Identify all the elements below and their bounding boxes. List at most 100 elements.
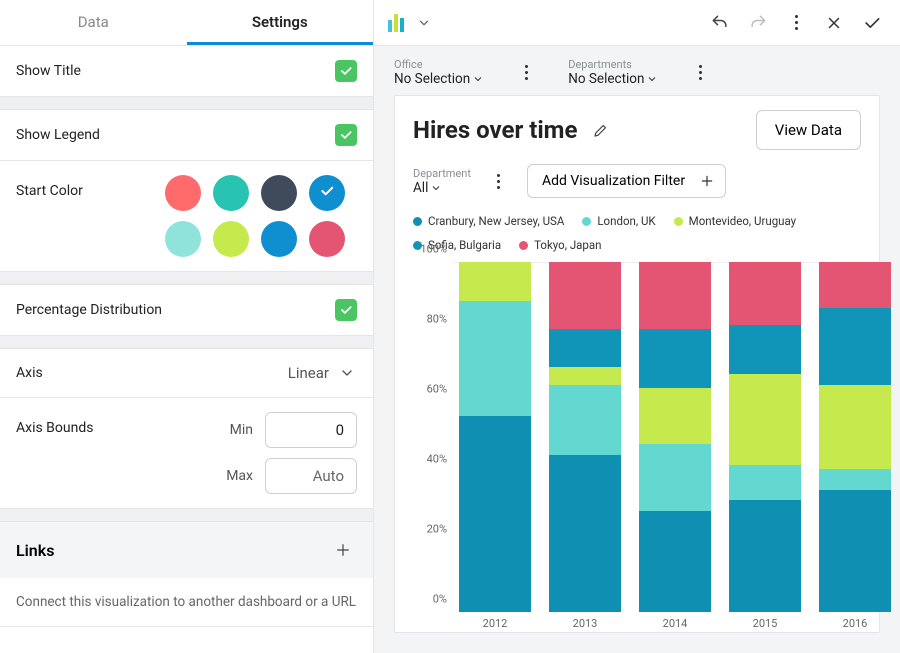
preview-panel: Office No Selection Departments No Selec… [374,0,900,653]
filter-department-more[interactable] [485,167,513,195]
toggle-show-legend[interactable] [335,124,357,146]
tab-settings[interactable]: Settings [187,0,374,45]
x-tick-label: 2013 [573,617,598,630]
links-description: Connect this visualization to another da… [0,578,373,626]
bar-column[interactable] [729,262,801,612]
input-max[interactable] [265,458,357,494]
bar-segment [819,385,891,469]
confirm-button[interactable] [858,9,886,37]
color-swatch[interactable] [213,221,249,257]
add-link-button[interactable] [329,536,357,564]
toggle-show-title[interactable] [335,60,357,82]
color-swatch[interactable] [213,175,249,211]
bar-segment [459,301,531,417]
legend-dot [519,241,528,250]
row-axis[interactable]: Axis Linear [0,349,373,397]
bar-segment [639,388,711,444]
legend-dot [413,217,422,226]
filter-departments-more[interactable] [686,59,714,87]
color-swatches [165,175,357,257]
redo-button[interactable] [744,9,772,37]
row-start-color: Start Color [0,161,373,271]
color-swatch[interactable] [165,221,201,257]
label-min: Min [230,422,253,438]
label-show-legend: Show Legend [16,127,100,143]
color-swatch[interactable] [309,175,345,211]
bar-segment [549,455,621,613]
x-tick-label: 2016 [843,617,868,630]
bar-segment [729,325,801,374]
bar-segment [819,308,891,385]
x-tick-label: 2012 [483,617,508,630]
bar-column[interactable] [639,262,711,612]
bar-segment [549,329,621,368]
bar-segment [459,262,531,301]
legend-dot [674,217,683,226]
filter-departments[interactable]: Departments No Selection [568,58,658,87]
color-swatch[interactable] [165,175,201,211]
label-axis-bounds: Axis Bounds [16,412,93,436]
tab-data[interactable]: Data [0,0,187,45]
bar-segment [819,469,891,490]
y-tick-label: 60% [427,383,447,396]
bar-segment [819,262,891,308]
toggle-percentage-distribution[interactable] [335,299,357,321]
color-swatch[interactable] [261,221,297,257]
bar-segment [459,416,531,612]
close-button[interactable] [820,9,848,37]
tabs: Data Settings [0,0,373,46]
preview-topbar [374,0,900,46]
legend-item[interactable]: Tokyo, Japan [519,238,601,252]
input-min[interactable] [265,412,357,448]
label-max: Max [226,468,253,484]
label-start-color: Start Color [16,175,83,199]
chart-card: Hires over time View Data Department All… [394,95,880,633]
y-tick-label: 20% [427,523,447,536]
y-tick-label: 100% [420,243,447,256]
filter-office[interactable]: Office No Selection [394,58,484,87]
bar-segment [639,444,711,511]
y-tick-label: 40% [427,453,447,466]
bar-column[interactable] [819,262,891,612]
links-header: Links [0,522,373,578]
filter-office-more[interactable] [512,59,540,87]
label-axis: Axis [16,365,43,381]
bar-column[interactable] [459,262,531,612]
add-visualization-filter-button[interactable]: Add Visualization Filter [527,164,726,198]
filter-department[interactable]: Department All [413,167,471,196]
undo-button[interactable] [706,9,734,37]
chart-type-icon[interactable] [388,14,404,32]
color-swatch[interactable] [261,175,297,211]
legend-item[interactable]: London, UK [582,214,655,228]
legend-item[interactable]: Cranbury, New Jersey, USA [413,214,564,228]
bar-segment [729,500,801,612]
label-percentage-distribution: Percentage Distribution [16,302,162,318]
legend-label: London, UK [597,214,655,228]
label-show-title: Show Title [16,63,81,79]
chevron-down-icon [337,363,357,383]
filter-office-value: No Selection [394,71,470,87]
bar-segment [549,385,621,455]
edit-title-button[interactable] [587,116,615,144]
legend-dot [582,217,591,226]
bar-segment [639,262,711,329]
chart-type-chevron-icon[interactable] [414,13,434,33]
legend-label: Tokyo, Japan [534,238,601,252]
legend-item[interactable]: Montevideo, Uruguay [674,214,796,228]
bar-segment [549,367,621,385]
filter-departments-label: Departments [568,58,658,71]
filter-department-label: Department [413,167,471,180]
color-swatch[interactable] [309,221,345,257]
settings-panel: Data Settings Show Title Show Legend Sta… [0,0,374,653]
filter-department-value: All [413,180,428,196]
bar-segment [549,262,621,329]
filter-departments-value: No Selection [568,71,644,87]
bar-segment [639,511,711,613]
view-data-button[interactable]: View Data [756,110,861,150]
more-button[interactable] [782,9,810,37]
row-show-legend: Show Legend [0,110,373,160]
legend: Cranbury, New Jersey, USA London, UK Monte… [413,214,861,252]
bar-segment [819,490,891,613]
chart-area: 0%20%40%60%80%100% 20122013201420152016 [413,262,861,622]
bar-column[interactable] [549,262,621,612]
